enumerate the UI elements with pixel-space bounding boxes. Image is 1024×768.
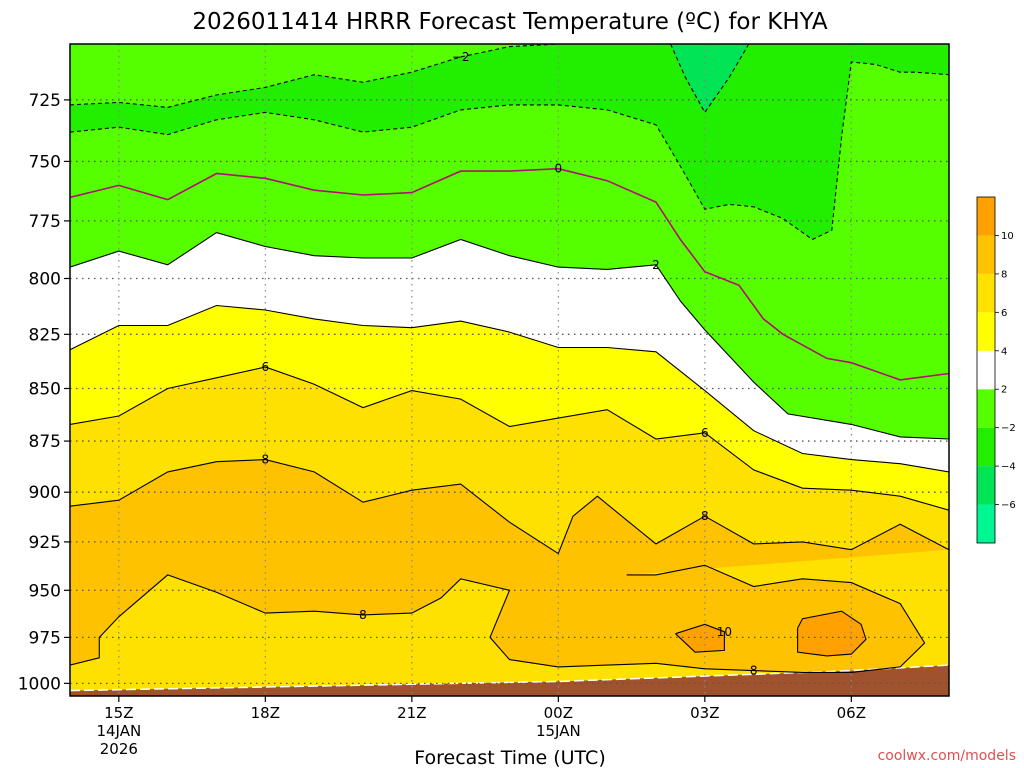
contour-label: 8 <box>258 453 272 467</box>
colorbar-swatch <box>977 428 995 466</box>
colorbar-swatch <box>977 274 995 312</box>
contour-label-text: 6 <box>262 360 270 374</box>
contour-label: 10 <box>717 625 732 639</box>
contour-label-text: 10 <box>717 625 732 639</box>
contour-label: 6 <box>698 426 712 440</box>
colorbar-tick-label: −4 <box>1001 462 1016 473</box>
temperature-fill-bands <box>65 39 954 696</box>
x-tick-date: 14JAN <box>96 722 141 740</box>
colorbar: −6 −4 −2 2 4 6 8 10 <box>977 197 1016 543</box>
contour-label: 0 <box>551 162 565 176</box>
colorbar-tick-label: 8 <box>1001 269 1007 280</box>
contour-label: 8 <box>698 509 712 523</box>
y-tick-label: 825 <box>29 325 61 345</box>
x-tick-label: 00Z <box>544 704 573 722</box>
colorbar-tick-label: 4 <box>1001 346 1007 357</box>
colorbar-tick-label: 6 <box>1001 308 1007 319</box>
y-tick-label: 1000 <box>18 674 61 694</box>
x-axis-label: Forecast Time (UTC) <box>414 747 605 768</box>
y-tick-label: 900 <box>29 483 61 503</box>
y-tick-label: 950 <box>29 581 61 601</box>
colorbar-swatch <box>977 505 995 543</box>
colorbar-tick-label: 2 <box>1001 385 1007 396</box>
contour-label: −2 <box>452 50 470 64</box>
contour-label: 8 <box>747 664 761 678</box>
y-tick-label: 800 <box>29 270 61 290</box>
x-tick-date: 15JAN <box>536 722 581 740</box>
y-tick-label: 850 <box>29 379 61 399</box>
colorbar-tick-label: −6 <box>1001 500 1016 511</box>
contour-label-text: 8 <box>750 664 758 678</box>
colorbar-swatch <box>977 466 995 504</box>
colorbar-tick-label: −2 <box>1001 423 1016 434</box>
contour-label-text: 0 <box>555 162 563 176</box>
colorbar-swatch <box>977 389 995 427</box>
x-tick-label: 03Z <box>690 704 719 722</box>
contour-label-text: 2 <box>652 258 660 272</box>
contour-label-text: 8 <box>701 509 709 523</box>
colorbar-swatch <box>977 235 995 273</box>
y-tick-label: 775 <box>29 212 61 232</box>
x-tick-label: 15Z <box>104 704 133 722</box>
colorbar-tick-label: 10 <box>1001 231 1014 242</box>
x-tick-year: 2026 <box>100 740 138 758</box>
contour-label-text: 6 <box>701 426 709 440</box>
y-tick-label: 875 <box>29 432 61 452</box>
colorbar-swatch <box>977 312 995 350</box>
contour-label-text: 8 <box>359 608 367 622</box>
y-tick-label: 975 <box>29 628 61 648</box>
contour-label: 6 <box>258 360 272 374</box>
contour-label: 2 <box>649 258 663 272</box>
y-tick-label: 750 <box>29 152 61 172</box>
y-axis: 725 750 775 800 825 850 875 900 925 950 975 1000 <box>18 91 70 694</box>
x-tick-label: 21Z <box>397 704 426 722</box>
contour-label-text: 8 <box>262 453 270 467</box>
colorbar-swatch <box>977 197 995 235</box>
x-tick-label: 18Z <box>251 704 280 722</box>
contour-label: 8 <box>356 608 370 622</box>
x-tick-label: 06Z <box>837 704 866 722</box>
y-tick-label: 725 <box>29 91 61 111</box>
chart-title: 2026011414 HRRR Forecast Temperature (ºC… <box>192 9 828 35</box>
colorbar-swatch <box>977 351 995 389</box>
y-tick-label: 925 <box>29 533 61 553</box>
contour-label-text: −2 <box>452 50 470 64</box>
credit-text: coolwx.com/models <box>878 748 1016 764</box>
